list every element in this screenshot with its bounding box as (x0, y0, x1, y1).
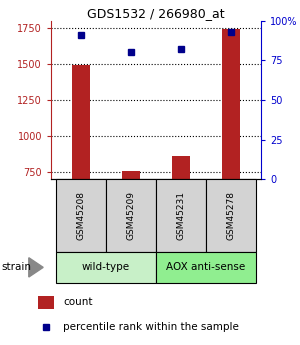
Text: GSM45231: GSM45231 (176, 191, 185, 240)
Bar (56, 179, 106, 252)
Bar (56, 252, 156, 283)
Polygon shape (29, 258, 43, 277)
Bar (222, 29, 240, 179)
Bar (122, 171, 140, 179)
Bar (106, 179, 156, 252)
Bar (172, 156, 190, 179)
Bar (38, 296, 54, 309)
Bar (156, 179, 206, 252)
Text: strain: strain (2, 263, 31, 272)
Bar (72, 66, 90, 179)
Text: GSM45278: GSM45278 (226, 191, 236, 240)
Text: AOX anti-sense: AOX anti-sense (167, 263, 246, 272)
Text: GSM45209: GSM45209 (127, 191, 136, 240)
Title: GDS1532 / 266980_at: GDS1532 / 266980_at (87, 7, 225, 20)
Text: wild-type: wild-type (82, 263, 130, 272)
Text: percentile rank within the sample: percentile rank within the sample (63, 323, 239, 333)
Text: GSM45208: GSM45208 (76, 191, 85, 240)
Bar (206, 179, 256, 252)
Bar (156, 252, 256, 283)
Text: count: count (63, 297, 92, 307)
